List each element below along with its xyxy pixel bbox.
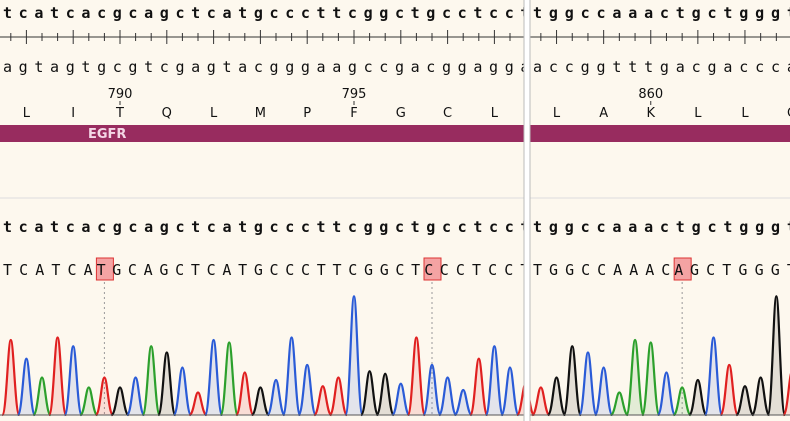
mismatch-highlight bbox=[423, 257, 442, 281]
trace-peak bbox=[172, 366, 193, 417]
amino-acid: G bbox=[396, 106, 406, 121]
trace-peak bbox=[484, 345, 505, 417]
trace-peak bbox=[750, 376, 771, 417]
trace-peak bbox=[625, 338, 645, 417]
trace-peak bbox=[297, 363, 317, 417]
trace-peak bbox=[719, 363, 739, 417]
trace-peak bbox=[281, 336, 302, 417]
amino-acid: G bbox=[787, 106, 790, 121]
amino-acid: L bbox=[694, 106, 702, 121]
amino-acid: M bbox=[255, 106, 266, 121]
trace-peak bbox=[469, 357, 489, 417]
trace-peak bbox=[47, 336, 68, 417]
amino-acid: F bbox=[350, 106, 357, 121]
trace-peak bbox=[157, 351, 177, 417]
amino-acid: L bbox=[741, 106, 749, 121]
trace-peak bbox=[328, 376, 349, 417]
trace-peak bbox=[453, 388, 473, 417]
trace-peak bbox=[250, 386, 271, 417]
trace-peak bbox=[359, 370, 380, 417]
sample-base: C bbox=[424, 261, 433, 279]
sample-base: TGGCCAAAC bbox=[533, 261, 670, 279]
gene-bar bbox=[0, 125, 524, 142]
trace-peak bbox=[110, 386, 130, 417]
position-number: 790 bbox=[108, 87, 133, 102]
amino-acid: L bbox=[23, 106, 31, 121]
amino-acid: T bbox=[115, 106, 124, 121]
amino-acid: I bbox=[71, 106, 75, 121]
trace-peak bbox=[703, 336, 724, 417]
trace-peak bbox=[79, 386, 99, 417]
position-number: 860 bbox=[638, 87, 663, 102]
trace-peak bbox=[688, 378, 708, 417]
trace-peak bbox=[266, 378, 286, 417]
amino-acid: L bbox=[491, 106, 499, 121]
trace-peak bbox=[562, 345, 582, 417]
amino-acid: Q bbox=[162, 106, 172, 121]
divider bbox=[524, 0, 530, 421]
trace-peak bbox=[94, 376, 115, 417]
trace-peak bbox=[656, 371, 677, 417]
trace-peak bbox=[1, 338, 21, 417]
trace-peak bbox=[437, 376, 458, 417]
sample-base: A bbox=[674, 261, 683, 279]
mismatch-highlight bbox=[673, 257, 692, 281]
trace-peak bbox=[546, 376, 567, 417]
trace-peak bbox=[766, 295, 787, 417]
amino-acid: C bbox=[443, 106, 452, 121]
trace-peak bbox=[500, 366, 520, 417]
trace-peak bbox=[610, 391, 629, 417]
trace-peak bbox=[125, 376, 146, 417]
trace-peak bbox=[32, 376, 52, 417]
trace-peak bbox=[782, 372, 790, 417]
trace-peak bbox=[313, 385, 333, 417]
complement-sequence: accggtttgacgaccca bbox=[533, 58, 790, 76]
amino-acid: L bbox=[210, 106, 218, 121]
gene-label: EGFR bbox=[88, 127, 126, 142]
trace-peak bbox=[188, 391, 208, 417]
trace-peak bbox=[391, 382, 411, 417]
trace-peak bbox=[63, 345, 83, 417]
trace-peak bbox=[344, 295, 364, 417]
amino-acid: A bbox=[599, 106, 608, 121]
right-panel: tggccaaactgctgggt accggtttgacgaccca 860 L A K… bbox=[530, 4, 790, 417]
trace-peak bbox=[422, 363, 442, 417]
trace-peak bbox=[219, 341, 239, 417]
trace-peak bbox=[406, 336, 427, 417]
trace-peak bbox=[531, 386, 551, 417]
trace-peak bbox=[203, 338, 224, 417]
gene-bar bbox=[530, 125, 790, 142]
trace-peak bbox=[235, 371, 255, 417]
reference-sequence: tggccaaactgctgggt bbox=[533, 4, 790, 22]
trace-peak bbox=[141, 345, 161, 417]
trace-peak bbox=[672, 386, 692, 417]
mismatch-highlight bbox=[95, 257, 114, 281]
sample-base: T bbox=[97, 261, 106, 279]
reference-sequence: tggccaaactgctgggt bbox=[533, 218, 790, 236]
trace-peak bbox=[578, 351, 598, 417]
amino-acid: K bbox=[646, 106, 655, 121]
trace-peak bbox=[641, 341, 661, 417]
trace-peak bbox=[593, 366, 614, 417]
trace-peak bbox=[735, 385, 755, 417]
amino-acid: P bbox=[303, 106, 311, 121]
amino-acid: L bbox=[553, 106, 561, 121]
trace-peak bbox=[16, 357, 37, 417]
trace-peak bbox=[375, 372, 395, 417]
position-number: 795 bbox=[342, 87, 367, 102]
